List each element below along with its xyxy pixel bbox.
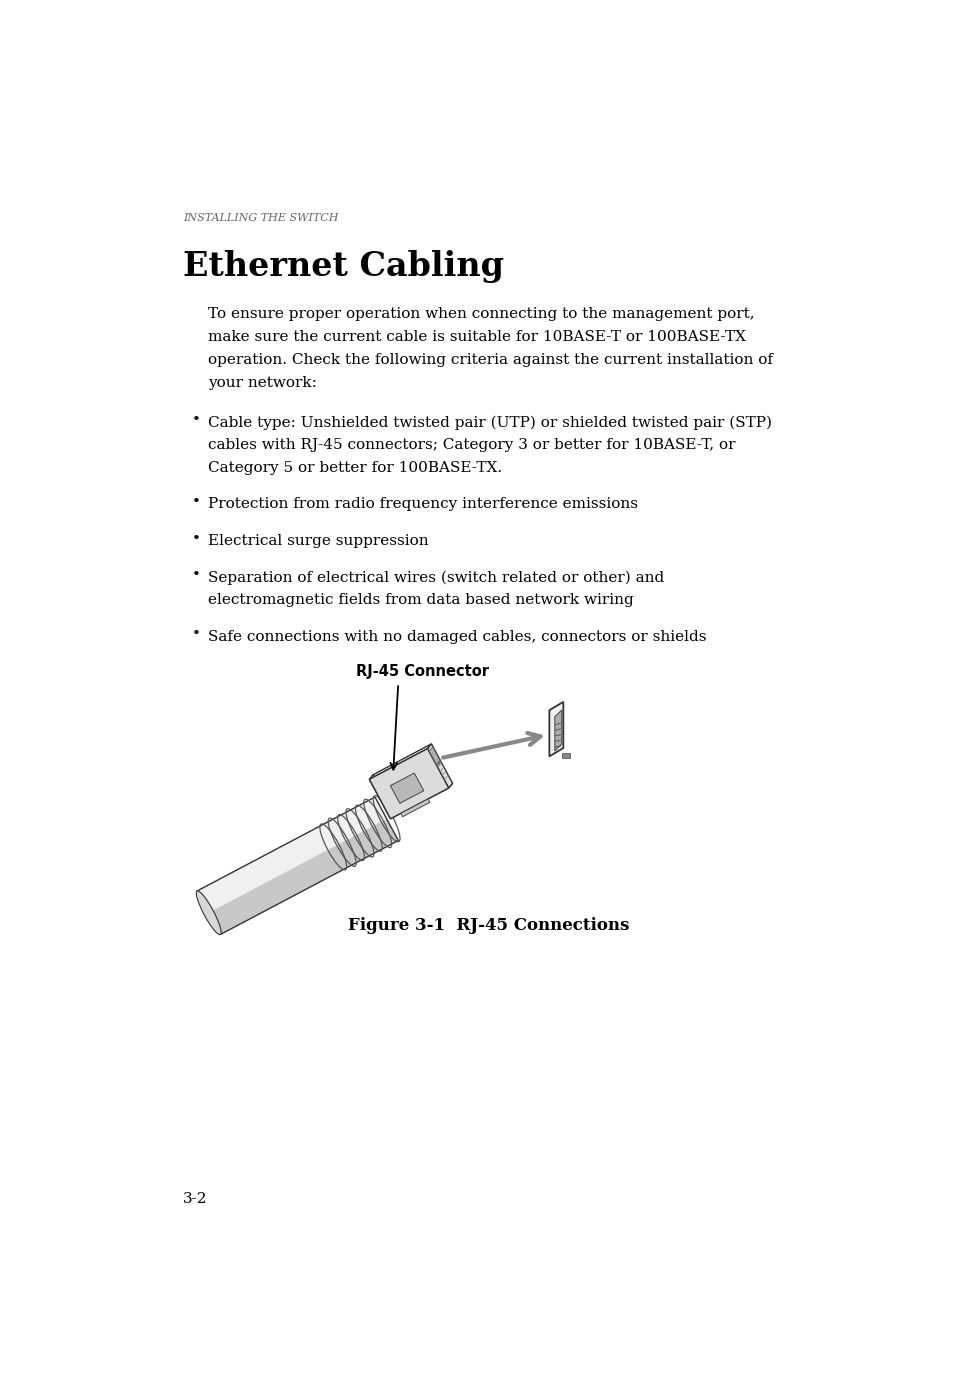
Polygon shape (561, 754, 569, 758)
Polygon shape (369, 748, 448, 819)
Text: electromagnetic fields from data based network wiring: electromagnetic fields from data based n… (208, 593, 634, 607)
Polygon shape (400, 799, 430, 816)
Text: Cable type: Unshielded twisted pair (UTP) or shielded twisted pair (STP): Cable type: Unshielded twisted pair (UTP… (208, 415, 772, 430)
Text: operation. Check the following criteria against the current installation of: operation. Check the following criteria … (208, 353, 773, 366)
Text: Category 5 or better for 100BASE-TX.: Category 5 or better for 100BASE-TX. (208, 461, 502, 475)
Text: INSTALLING THE SWITCH: INSTALLING THE SWITCH (183, 212, 338, 222)
Text: 3-2: 3-2 (183, 1192, 207, 1206)
Text: •: • (192, 414, 200, 428)
Polygon shape (369, 744, 431, 779)
Polygon shape (427, 744, 452, 788)
Polygon shape (197, 797, 386, 913)
Text: Ethernet Cabling: Ethernet Cabling (183, 250, 503, 283)
Polygon shape (209, 819, 397, 934)
Polygon shape (390, 783, 452, 819)
Text: Safe connections with no damaged cables, connectors or shields: Safe connections with no damaged cables,… (208, 630, 706, 644)
Polygon shape (429, 747, 440, 766)
Polygon shape (369, 775, 394, 819)
Text: •: • (192, 496, 200, 509)
Text: Separation of electrical wires (switch related or other) and: Separation of electrical wires (switch r… (208, 570, 664, 584)
Text: your network:: your network: (208, 376, 317, 390)
Text: Electrical surge suppression: Electrical surge suppression (208, 534, 429, 548)
Polygon shape (549, 702, 562, 756)
Text: •: • (192, 532, 200, 545)
Text: Figure 3-1  RJ-45 Connections: Figure 3-1 RJ-45 Connections (348, 916, 629, 934)
Text: make sure the current cable is suitable for 10BASE-T or 100BASE-TX: make sure the current cable is suitable … (208, 330, 745, 344)
Text: Protection from radio frequency interference emissions: Protection from radio frequency interfer… (208, 497, 638, 511)
Ellipse shape (196, 891, 221, 934)
Text: RJ-45 Connector: RJ-45 Connector (355, 665, 488, 679)
Text: •: • (192, 627, 200, 641)
Text: To ensure proper operation when connecting to the management port,: To ensure proper operation when connecti… (208, 308, 754, 322)
Polygon shape (555, 709, 561, 751)
Polygon shape (390, 773, 423, 804)
Text: •: • (192, 568, 200, 582)
Text: cables with RJ-45 connectors; Category 3 or better for 10BASE-T, or: cables with RJ-45 connectors; Category 3… (208, 439, 735, 452)
Polygon shape (369, 779, 390, 819)
